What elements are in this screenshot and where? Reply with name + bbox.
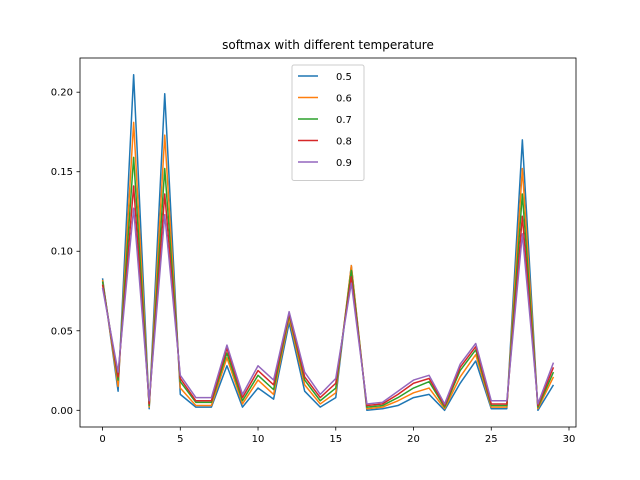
y-tick-label: 0.20 [51, 88, 73, 99]
x-tick-label: 5 [177, 434, 183, 445]
legend-label: 0.6 [336, 94, 352, 105]
x-tick-label: 20 [407, 434, 420, 445]
legend: 0.5 0.6 0.7 0.8 0.9 [291, 64, 365, 181]
series-lines [101, 73, 555, 412]
y-tick-label: 0.15 [51, 167, 73, 178]
plot-frame [79, 57, 577, 428]
x-tick-label: 30 [563, 434, 576, 445]
legend-label: 0.8 [336, 137, 352, 148]
series-line-0.9 [101, 207, 555, 405]
axis-ticks: 0 5 10 15 20 25 30 0.00 0.05 0.10 0.15 0.20 [51, 88, 576, 445]
y-tick-label: 0.10 [51, 247, 73, 258]
x-tick-label: 25 [485, 434, 498, 445]
legend-box [291, 64, 365, 181]
chart-title: softmax with different temperature [222, 38, 434, 52]
x-tick-label: 15 [329, 434, 342, 445]
x-tick-label: 10 [252, 434, 265, 445]
y-tick-label: 0.05 [51, 326, 73, 337]
x-tick-label: 0 [99, 434, 105, 445]
y-tick-label: 0.00 [51, 406, 73, 417]
legend-label: 0.9 [336, 158, 352, 169]
legend-label: 0.7 [336, 115, 352, 126]
legend-label: 0.5 [336, 72, 352, 83]
